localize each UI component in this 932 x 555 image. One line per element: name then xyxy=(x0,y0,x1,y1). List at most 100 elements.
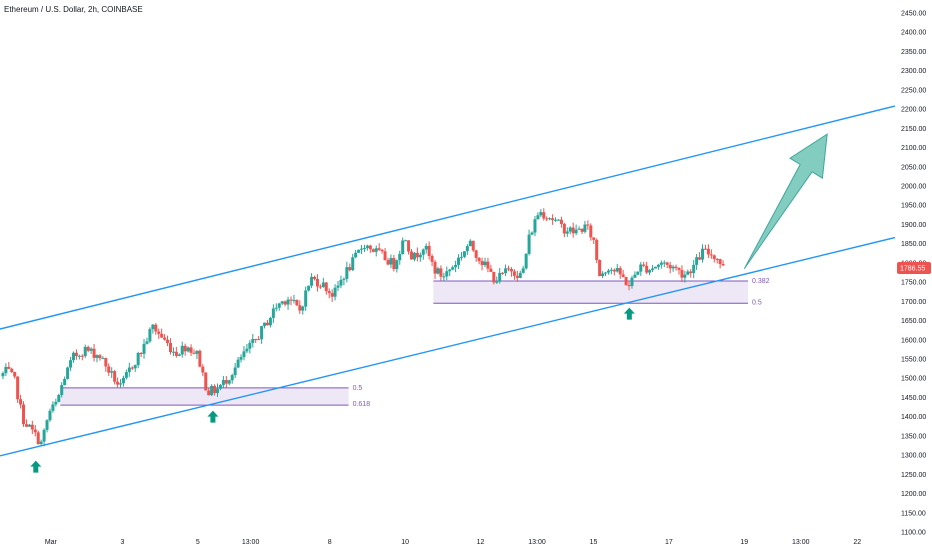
candle-body xyxy=(171,351,175,353)
candle-body xyxy=(51,404,55,411)
candle-body xyxy=(351,257,355,271)
candle-body xyxy=(671,266,675,269)
candle-body xyxy=(160,333,164,338)
x-tick-label: Mar xyxy=(45,539,58,546)
candle-body xyxy=(333,287,337,297)
candle-body xyxy=(95,355,99,358)
candle-body xyxy=(107,366,111,373)
x-tick-label: 22 xyxy=(853,539,861,546)
candle-body xyxy=(504,268,508,274)
candle-body xyxy=(124,372,128,378)
candle-body xyxy=(630,277,634,286)
candle-body xyxy=(721,264,725,266)
candle-body xyxy=(348,267,352,271)
candle-body xyxy=(48,410,52,421)
y-tick-label: 1400.00 xyxy=(901,414,926,421)
candle-body xyxy=(80,355,84,357)
candle-body xyxy=(589,225,593,238)
candle-body xyxy=(598,260,602,277)
candle-body xyxy=(218,384,222,389)
candle-body xyxy=(345,267,349,279)
candle-body xyxy=(489,268,493,272)
candle-body xyxy=(151,324,155,330)
y-axis[interactable]: 2450.00 2400.00 2350.00 2300.00 2250.00 2200.… xyxy=(901,11,926,537)
candle-body xyxy=(357,249,361,253)
candle-body xyxy=(674,266,678,268)
candle-body xyxy=(668,264,672,269)
fib-zone xyxy=(60,387,349,406)
candle-body xyxy=(45,420,49,430)
candle-body xyxy=(1,373,5,377)
candle-body xyxy=(451,267,455,270)
annotations xyxy=(30,133,828,473)
candle-body xyxy=(545,218,549,220)
candle-body xyxy=(462,251,466,257)
candle-body xyxy=(268,317,272,326)
channel-line-lower[interactable] xyxy=(0,236,896,457)
candle-body xyxy=(339,279,343,286)
up-arrow-marker-icon xyxy=(207,410,219,423)
candle-body xyxy=(113,371,117,382)
candle-body xyxy=(201,366,205,373)
x-axis[interactable]: Mar 3 5 13:00 8 10 12 13:00 15 17 19 13:00 22 xyxy=(45,539,861,546)
candle-body xyxy=(445,271,449,277)
candle-body xyxy=(265,322,269,326)
candle-body xyxy=(257,339,261,341)
candle-body xyxy=(495,281,499,283)
candle-body xyxy=(286,299,290,305)
candle-body xyxy=(689,271,693,274)
candle-body xyxy=(480,261,484,266)
y-tick-label: 2400.00 xyxy=(901,30,926,37)
candle-body xyxy=(230,375,234,381)
fib-level-label: 0.618 xyxy=(353,401,371,408)
candle-body xyxy=(601,273,605,277)
candle-body xyxy=(30,424,34,430)
channel-lines xyxy=(0,105,896,457)
candle-body xyxy=(645,265,649,273)
candles xyxy=(1,208,725,447)
candle-body xyxy=(507,268,511,270)
candle-body xyxy=(715,258,719,260)
candle-body xyxy=(401,240,405,254)
candle-body xyxy=(224,379,228,384)
candle-body xyxy=(583,224,587,232)
candle-body xyxy=(386,260,390,265)
y-tick-label: 1550.00 xyxy=(901,357,926,364)
up-arrow-marker-icon xyxy=(623,307,635,320)
candle-body xyxy=(512,271,516,276)
candle-body xyxy=(154,324,158,332)
candle-body xyxy=(145,341,149,344)
candle-body xyxy=(89,348,93,351)
y-tick-label: 2100.00 xyxy=(901,145,926,152)
candle-body xyxy=(313,276,317,279)
fib-level-label: 0.5 xyxy=(353,385,363,392)
candle-body xyxy=(659,262,663,265)
candle-body xyxy=(492,271,496,283)
candle-body xyxy=(10,368,14,373)
candle-body xyxy=(157,331,161,334)
candle-body xyxy=(298,305,302,311)
candle-body xyxy=(592,237,596,240)
candle-body xyxy=(548,218,552,220)
x-tick-label: 15 xyxy=(590,539,598,546)
channel-line-upper[interactable] xyxy=(0,105,896,330)
candle-body xyxy=(74,352,78,357)
candle-body xyxy=(304,290,308,307)
y-tick-label: 1700.00 xyxy=(901,299,926,306)
candle-body xyxy=(580,228,584,232)
candle-body xyxy=(656,264,660,267)
candle-body xyxy=(263,322,267,327)
candle-body xyxy=(354,252,358,258)
candle-body xyxy=(392,258,396,270)
candle-body xyxy=(321,282,325,288)
x-tick-label: 17 xyxy=(665,539,673,546)
candle-body xyxy=(83,346,87,357)
candle-body xyxy=(618,268,622,275)
candle-body xyxy=(571,227,575,234)
candle-body xyxy=(421,249,425,255)
candle-body xyxy=(474,250,478,258)
y-tick-label: 2350.00 xyxy=(901,49,926,56)
y-tick-label: 1850.00 xyxy=(901,241,926,248)
candle-body xyxy=(695,257,699,265)
